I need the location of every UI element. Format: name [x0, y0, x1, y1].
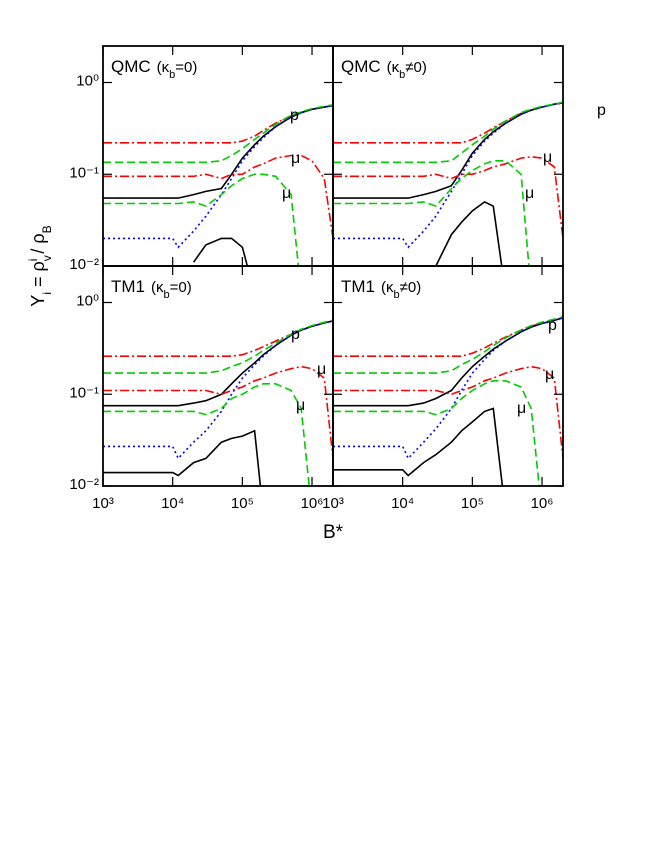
series-line [333, 102, 563, 199]
x-tick-label: 10³ [322, 495, 344, 512]
panel-frame [332, 265, 564, 487]
panel-title-condition: (κ [157, 59, 170, 76]
panel-title: TM1 (κb=0) [111, 277, 192, 301]
panel-title-condition: =0) [175, 59, 197, 76]
panel-title-model: TM1 [341, 277, 375, 296]
y-label-part: i [26, 259, 40, 262]
curve-label: μ [317, 361, 326, 378]
series-line [103, 104, 333, 199]
series-line [333, 101, 563, 164]
y-tick-label: 10⁻² [69, 256, 99, 273]
x-tick-label: 10⁶ [301, 495, 324, 512]
series-line [103, 154, 333, 239]
curve-label: μ [545, 366, 554, 383]
y-tick-label: 10⁻² [69, 476, 99, 493]
panel-title: QMC (κb≠0) [341, 57, 427, 81]
panel: 10³ 10⁴ 10⁵ 10⁶ TM1 (κb≠0) p μ μ [322, 265, 564, 512]
y-tick-label: 10⁻¹ [69, 164, 99, 181]
series-line [103, 320, 333, 460]
panel-title-condition: (κ [387, 59, 400, 76]
x-tick-label: 10⁵ [231, 495, 254, 512]
series-line [333, 102, 563, 249]
series-line [103, 319, 333, 374]
series-line [333, 155, 563, 239]
panel-title-condition: (κ [381, 279, 394, 296]
y-tick-label: 10⁰ [76, 293, 99, 310]
panel-title-condition: b [164, 289, 170, 301]
curve-label: μ [291, 150, 300, 167]
x-tick-label: 10⁶ [531, 495, 554, 512]
curve-label: p [290, 107, 299, 124]
series-line [333, 317, 563, 407]
panel-title-condition: =0) [170, 279, 192, 296]
panel-title: QMC (κb=0) [111, 57, 197, 81]
curve-label: μ [517, 400, 526, 417]
y-axis-label: Yi = ρvi / ρB [26, 225, 54, 306]
panel-title-model: TM1 [111, 277, 145, 296]
series-line [333, 365, 563, 459]
series-line [333, 317, 563, 460]
x-tick-label: 10⁴ [391, 495, 414, 512]
panel-title: TM1 (κb≠0) [341, 277, 421, 301]
series-line [333, 380, 540, 486]
y-tick-label: 10⁻¹ [69, 384, 99, 401]
panel-title-model: QMC [341, 57, 381, 76]
curve-label: p [597, 102, 606, 119]
panel-title-condition: b [169, 69, 175, 81]
panel-title-condition: ≠0) [400, 279, 422, 296]
y-label-part: Y [28, 295, 48, 307]
series-line [333, 315, 563, 374]
panel-title-model: QMC [111, 57, 151, 76]
series-line [333, 160, 530, 266]
panel-title-condition: (κ [151, 279, 164, 296]
y-label-part: = ρ [28, 261, 48, 292]
series-line [103, 104, 333, 249]
curve-label: p [291, 326, 300, 343]
y-label-part: v [40, 255, 54, 261]
curve-label: μ [543, 149, 552, 166]
series-line [103, 429, 262, 486]
series-line [333, 407, 504, 486]
y-label-part: / ρ [28, 233, 48, 258]
x-axis-label: B* [323, 522, 344, 543]
panel-title-condition: ≠0) [405, 59, 427, 76]
panel-title-condition: b [399, 69, 405, 81]
series-line [103, 365, 333, 459]
series-line [192, 237, 249, 266]
series-line [103, 104, 333, 164]
x-tick-label: 10⁴ [161, 495, 184, 512]
series-line [103, 173, 300, 266]
curve-label: p [548, 317, 557, 334]
series-line [435, 200, 503, 266]
y-tick-label: 10⁰ [76, 73, 99, 90]
curve-label: μ [282, 185, 291, 202]
x-tick-label: 10³ [92, 495, 114, 512]
x-tick-label: 10⁵ [461, 495, 484, 512]
panel-title-condition: b [394, 289, 400, 301]
curve-label: μ [296, 397, 305, 414]
y-label-part: i [40, 292, 54, 295]
series-line [103, 383, 310, 486]
curve-label: μ [525, 185, 534, 202]
y-label-part: B [40, 225, 54, 233]
